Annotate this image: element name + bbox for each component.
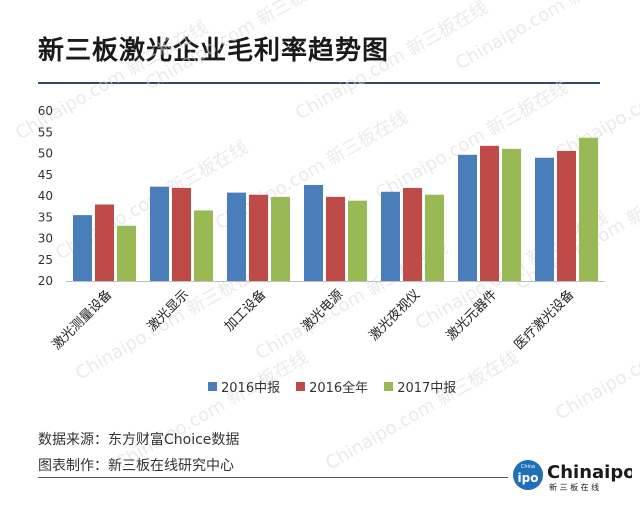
legend-label: 2016全年 [309, 381, 369, 396]
footer-divider [38, 477, 508, 478]
bar [535, 157, 554, 281]
bar [304, 184, 323, 281]
bar [502, 148, 521, 281]
y-tick-label: 30 [38, 232, 53, 246]
title-divider [38, 82, 600, 84]
bar [172, 187, 191, 281]
bar [458, 154, 477, 281]
bar [403, 187, 422, 281]
logo-subtitle: 新 三 板 在 线 [549, 482, 599, 492]
data-source-note: 数据来源：东方财富Choice数据 [38, 432, 240, 448]
bar [249, 194, 268, 281]
y-axis: 20 25 30 35 40 45 50 55 60 [38, 104, 605, 288]
legend-swatch [296, 382, 306, 391]
legend-label: 2016中报 [221, 381, 281, 396]
y-tick-label: 20 [38, 274, 53, 288]
legend-swatch [208, 382, 217, 391]
bar [425, 194, 444, 281]
x-tick-label: 医疗激光设备 [511, 287, 577, 353]
bar [480, 145, 499, 281]
bar [227, 192, 246, 281]
y-tick-label: 40 [38, 189, 53, 203]
x-tick-label: 激光测量设备 [49, 287, 115, 353]
logo-badge-text: ipo [518, 471, 539, 485]
legend-swatch [384, 382, 394, 391]
logo-badge-top: China [521, 464, 535, 470]
y-tick-label: 60 [38, 104, 53, 118]
y-tick-label: 55 [38, 125, 53, 139]
bar [73, 215, 92, 281]
chart-maker-note: 图表制作：新三板在线研究中心 [38, 458, 234, 474]
bar [557, 150, 576, 281]
bar [348, 200, 367, 281]
bar [194, 210, 213, 281]
legend-item-2016: 2016全年 [296, 377, 368, 396]
bar [95, 204, 114, 281]
watermark-text: Chinaipo.com 新三板在线 [322, 347, 522, 474]
legend-item-2017h: 2017中报 [384, 377, 456, 396]
legend-label: 2017中报 [397, 381, 457, 396]
bar [271, 196, 290, 281]
watermark-text: Chinaipo.com 新三板在线 [552, 297, 640, 424]
legend: 2016中报 2016全年 2017中报 [208, 377, 456, 396]
y-tick-label: 25 [38, 253, 53, 267]
bar [579, 137, 598, 281]
chinaipo-logo: China ipo Chinaipo 新 三 板 在 线 [513, 460, 632, 492]
bar [326, 196, 345, 281]
bar [117, 225, 136, 281]
bars [73, 137, 598, 281]
y-tick-label: 45 [38, 168, 53, 182]
legend-item-2016h: 2016中报 [208, 377, 280, 396]
y-tick-label: 50 [38, 147, 53, 161]
chart-title: 新三板激光企业毛利率趋势图 [38, 36, 390, 66]
bar [381, 191, 400, 281]
logo-wordmark: Chinaipo [547, 462, 632, 483]
y-tick-label: 35 [38, 210, 53, 224]
logo-badge-icon [513, 460, 543, 490]
bar [150, 186, 169, 281]
